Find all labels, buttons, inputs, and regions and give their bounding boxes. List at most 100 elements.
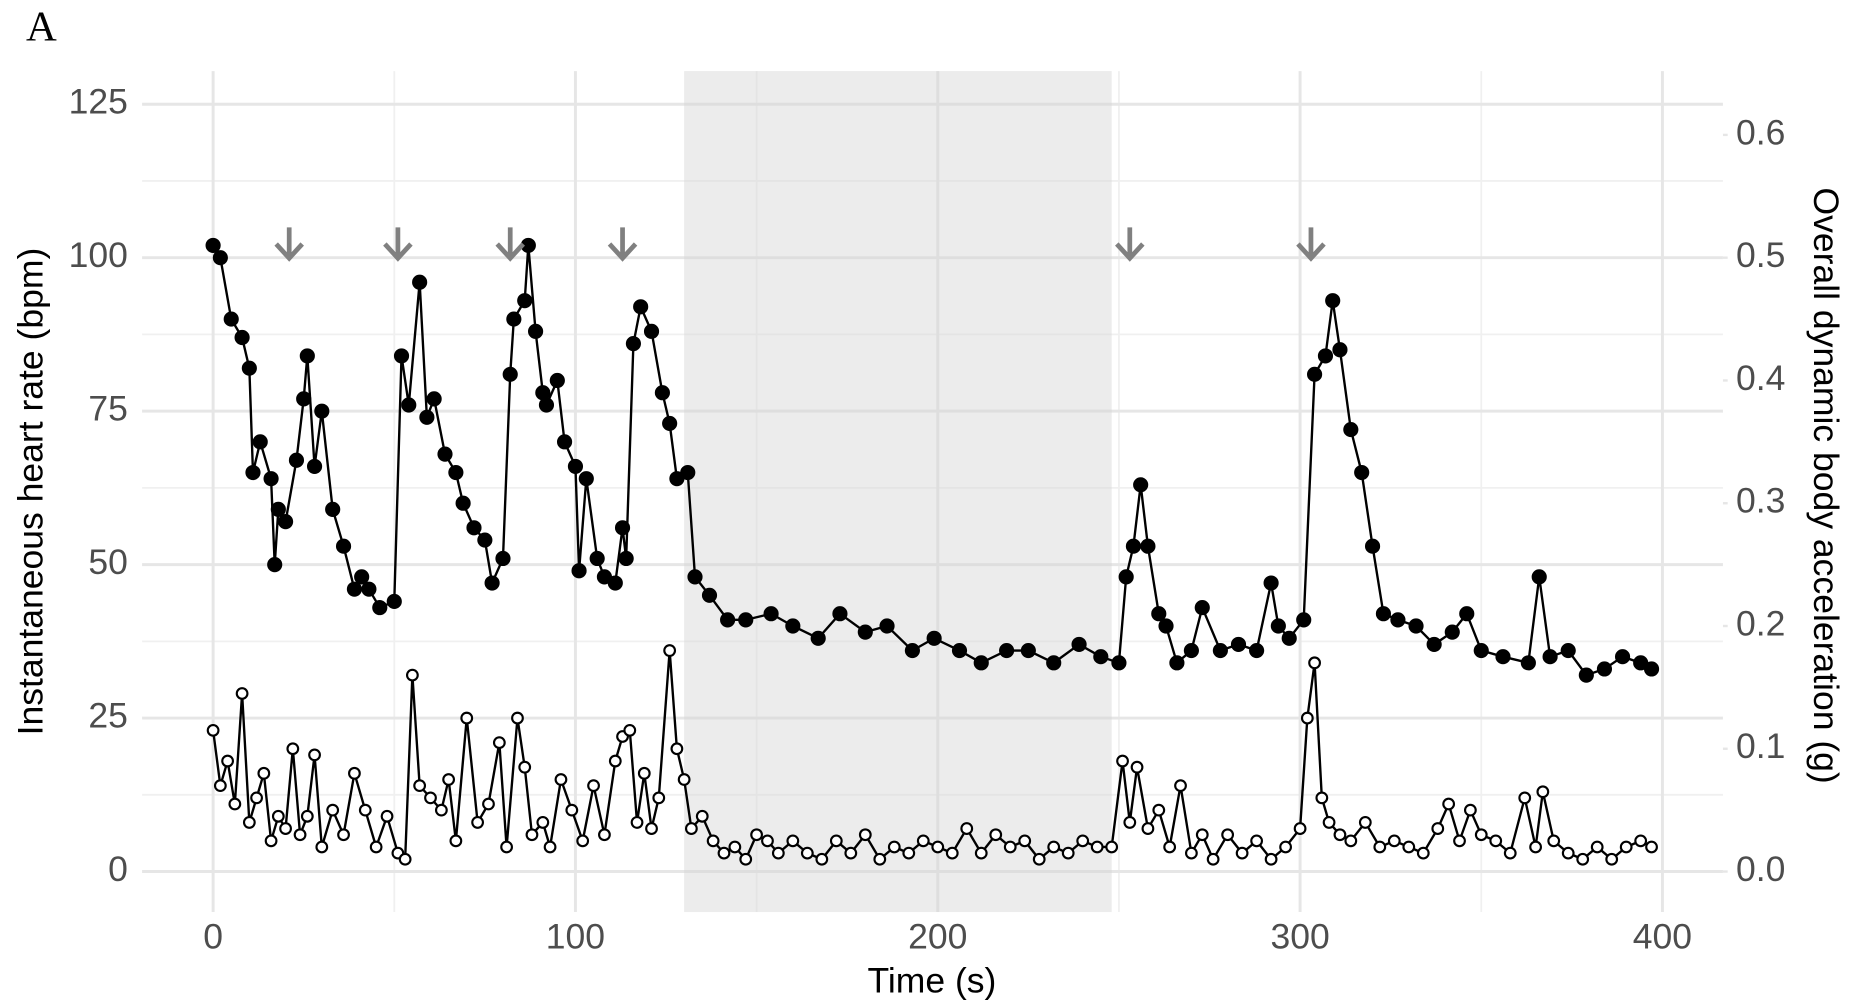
data-point bbox=[1495, 649, 1511, 665]
data-point bbox=[637, 766, 651, 780]
data-point bbox=[960, 822, 974, 835]
data-point bbox=[1416, 846, 1430, 860]
data-point bbox=[1547, 834, 1561, 848]
data-point bbox=[1536, 785, 1550, 799]
data-point bbox=[614, 520, 631, 536]
data-point bbox=[662, 415, 678, 432]
data-point bbox=[434, 803, 448, 817]
data-point bbox=[401, 397, 417, 413]
data-point bbox=[1125, 538, 1142, 554]
data-point bbox=[482, 797, 495, 811]
data-point bbox=[1281, 630, 1297, 646]
data-point bbox=[873, 852, 887, 866]
data-point bbox=[1047, 840, 1061, 854]
data-point bbox=[832, 606, 848, 622]
data-point bbox=[455, 495, 471, 511]
data-point bbox=[1279, 840, 1292, 854]
data-point bbox=[437, 446, 453, 462]
y-tick-label: 75 bbox=[88, 389, 128, 429]
data-point bbox=[1402, 840, 1416, 854]
data-point bbox=[315, 840, 329, 854]
data-point bbox=[1221, 828, 1235, 842]
y2-tick-label: 0.5 bbox=[1736, 235, 1785, 275]
data-point bbox=[543, 840, 557, 854]
data-point bbox=[263, 471, 279, 487]
data-point bbox=[607, 575, 623, 591]
data-point bbox=[1185, 846, 1198, 860]
data-point bbox=[680, 464, 696, 481]
data-point bbox=[528, 323, 544, 339]
y2-tick-label: 0.2 bbox=[1736, 603, 1785, 643]
data-point bbox=[372, 600, 388, 616]
data-point bbox=[279, 822, 292, 835]
data-point bbox=[652, 791, 666, 805]
data-point bbox=[858, 828, 872, 842]
data-point bbox=[1032, 852, 1046, 866]
data-point bbox=[1343, 421, 1359, 438]
data-point bbox=[335, 538, 352, 554]
data-point bbox=[398, 852, 412, 866]
data-point bbox=[242, 816, 256, 829]
data-point bbox=[471, 816, 485, 829]
data-point bbox=[424, 791, 437, 805]
data-point bbox=[535, 385, 551, 401]
data-point bbox=[815, 852, 829, 866]
data-point bbox=[495, 550, 511, 567]
data-point bbox=[1151, 606, 1167, 622]
data-point bbox=[1322, 816, 1336, 829]
data-point bbox=[999, 642, 1015, 659]
data-point bbox=[299, 348, 315, 364]
data-point bbox=[989, 828, 1003, 842]
data-point bbox=[1634, 834, 1648, 848]
data-point bbox=[663, 644, 677, 657]
data-point bbox=[517, 293, 533, 309]
data-point bbox=[1529, 840, 1542, 854]
y-axis-title: Instantaneous heart rate (bpm) bbox=[11, 248, 51, 736]
data-point bbox=[288, 452, 305, 468]
data-point bbox=[1561, 846, 1575, 860]
data-point bbox=[763, 606, 779, 622]
data-point bbox=[348, 766, 361, 780]
data-point bbox=[538, 397, 555, 413]
data-point bbox=[1560, 642, 1576, 659]
data-point bbox=[1133, 477, 1149, 493]
data-point bbox=[1270, 618, 1286, 634]
data-point bbox=[567, 458, 584, 474]
data-point bbox=[1315, 791, 1329, 805]
y2-tick-label: 0.1 bbox=[1736, 726, 1785, 766]
data-point bbox=[1071, 636, 1087, 652]
data-point bbox=[1333, 828, 1347, 842]
data-point bbox=[1264, 852, 1278, 866]
data-point bbox=[1194, 600, 1210, 616]
shaded-region bbox=[684, 71, 1112, 913]
data-point bbox=[1076, 834, 1090, 848]
data-point bbox=[1250, 834, 1264, 848]
data-point bbox=[1263, 575, 1279, 591]
data-point bbox=[598, 828, 611, 842]
data-point bbox=[1206, 852, 1220, 866]
data-point bbox=[829, 834, 843, 848]
data-point bbox=[945, 846, 959, 860]
data-point bbox=[1105, 840, 1119, 854]
data-point bbox=[1459, 606, 1475, 622]
data-point bbox=[974, 846, 988, 860]
data-point bbox=[477, 532, 493, 548]
data-point bbox=[1358, 816, 1372, 829]
data-point bbox=[739, 852, 753, 866]
data-point bbox=[270, 501, 286, 517]
data-point bbox=[1212, 642, 1228, 659]
data-point bbox=[630, 816, 644, 829]
data-point bbox=[1169, 655, 1185, 671]
data-point bbox=[264, 834, 278, 848]
data-point bbox=[518, 760, 532, 774]
data-point bbox=[1578, 667, 1594, 683]
data-point bbox=[1018, 834, 1032, 848]
data-point bbox=[879, 618, 895, 634]
data-point bbox=[625, 336, 641, 352]
data-point bbox=[205, 237, 221, 253]
data-point bbox=[460, 711, 474, 725]
x-tick-label: 300 bbox=[1270, 917, 1329, 957]
x-tick-label: 100 bbox=[546, 917, 605, 957]
data-point bbox=[442, 773, 456, 786]
